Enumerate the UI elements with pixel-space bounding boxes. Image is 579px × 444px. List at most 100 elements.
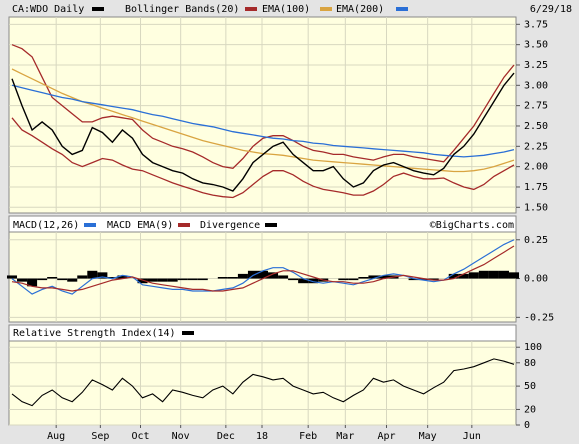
legend-label: Divergence: [200, 220, 260, 231]
y-tick-label: -0.25: [524, 312, 554, 323]
x-tick-label: Dec: [217, 431, 235, 442]
x-tick-label: Sep: [91, 431, 109, 442]
divergence-bar: [6, 275, 18, 279]
x-tick-label: May: [419, 431, 437, 442]
legend-swatch: [265, 223, 277, 227]
legend-swatch: [245, 7, 257, 11]
y-tick-label: 50: [524, 381, 536, 392]
divergence-bar: [358, 277, 369, 279]
x-tick-label: 18: [256, 431, 268, 442]
y-tick-label: 3.75: [524, 19, 548, 30]
legend-swatch: [92, 7, 104, 11]
rsi-line: [11, 358, 515, 407]
y-tick-label: 3.25: [524, 60, 548, 71]
y-tick-label: 3.00: [524, 80, 548, 91]
divergence-bar: [468, 272, 479, 279]
plot-area: [8, 340, 517, 426]
legend-label: EMA(200): [336, 4, 384, 15]
divergence-bar: [77, 275, 88, 279]
divergence-bar: [237, 273, 248, 279]
legend-label: MACD(12,26): [13, 220, 79, 231]
divergence-bar: [37, 278, 48, 281]
divergence-bar: [308, 278, 319, 284]
divergence-bar: [368, 275, 379, 279]
ema-line: [11, 84, 515, 158]
divergence-bar: [288, 278, 299, 281]
date-label: 6/29/18: [530, 4, 572, 15]
divergence-bar: [87, 270, 98, 279]
divergence-bar: [298, 278, 309, 284]
divergence-bar: [278, 275, 289, 279]
divergence-bar: [177, 278, 188, 281]
y-tick-label: 100: [524, 342, 542, 353]
bollinger-band: [11, 44, 515, 169]
legend-swatch: [84, 223, 96, 227]
divergence-bar: [408, 278, 419, 281]
divergence-bar: [107, 277, 118, 279]
divergence-bar: [27, 278, 38, 287]
divergence-bar: [137, 278, 148, 284]
divergence-bar: [167, 278, 178, 282]
divergence-bar: [268, 272, 279, 279]
y-tick-label: 2.00: [524, 162, 548, 173]
divergence-bar: [498, 270, 509, 279]
legend-label: EMA(100): [262, 4, 310, 15]
y-tick-label: 2.75: [524, 101, 548, 112]
legend-swatch: [320, 7, 332, 11]
legend-label: Bollinger Bands(20): [125, 4, 239, 15]
x-tick-label: Jun: [463, 431, 481, 442]
divergence-bar: [187, 278, 198, 281]
divergence-bar: [488, 270, 499, 279]
y-tick-label: 1.75: [524, 182, 548, 193]
divergence-bar: [448, 273, 459, 279]
credit: ©BigCharts.com: [430, 220, 514, 231]
x-tick-label: Feb: [299, 431, 317, 442]
legend-label: MACD EMA(9): [107, 220, 173, 231]
y-tick-label: 3.50: [524, 40, 548, 51]
plot-area: [8, 16, 517, 214]
divergence-bar: [147, 278, 158, 282]
bollinger-band: [11, 117, 515, 199]
y-tick-label: 2.25: [524, 141, 548, 152]
divergence-bar: [117, 275, 128, 279]
x-tick-label: Mar: [336, 431, 354, 442]
y-tick-label: 80: [524, 358, 536, 369]
y-tick-label: 1.50: [524, 202, 548, 213]
divergence-bar: [338, 278, 349, 281]
y-tick-label: 2.50: [524, 121, 548, 132]
y-tick-label: 0.25: [524, 235, 548, 246]
divergence-bar: [508, 272, 520, 279]
y-tick-label: 20: [524, 404, 536, 415]
legend-swatch: [182, 331, 194, 335]
macd-line: [11, 245, 515, 292]
legend-label: CA:WDO Daily: [12, 4, 84, 15]
divergence-bar: [197, 278, 208, 281]
price-line: [11, 72, 515, 192]
divergence-bar: [17, 278, 28, 282]
x-tick-label: Aug: [47, 431, 65, 442]
divergence-bar: [227, 277, 238, 279]
divergence-bar: [57, 278, 68, 281]
legend-label: Relative Strength Index(14): [13, 328, 176, 339]
y-tick-label: 0.00: [524, 274, 548, 285]
x-tick-label: Apr: [377, 431, 395, 442]
divergence-bar: [157, 278, 168, 282]
divergence-bar: [257, 270, 269, 279]
x-tick-label: Oct: [131, 431, 149, 442]
x-tick-label: Nov: [172, 431, 190, 442]
legend-swatch: [396, 7, 408, 11]
divergence-bar: [418, 278, 429, 281]
divergence-bar: [428, 278, 439, 281]
legend-swatch: [178, 223, 190, 227]
divergence-bar: [67, 278, 78, 282]
divergence-bar: [247, 270, 258, 279]
divergence-bar: [378, 275, 389, 279]
macd-line: [11, 239, 515, 295]
divergence-bar: [217, 277, 228, 279]
divergence-bar: [348, 278, 359, 281]
divergence-bar: [478, 270, 489, 279]
divergence-bar: [458, 273, 469, 279]
divergence-bar: [47, 277, 58, 279]
y-tick-label: 0: [524, 420, 530, 431]
